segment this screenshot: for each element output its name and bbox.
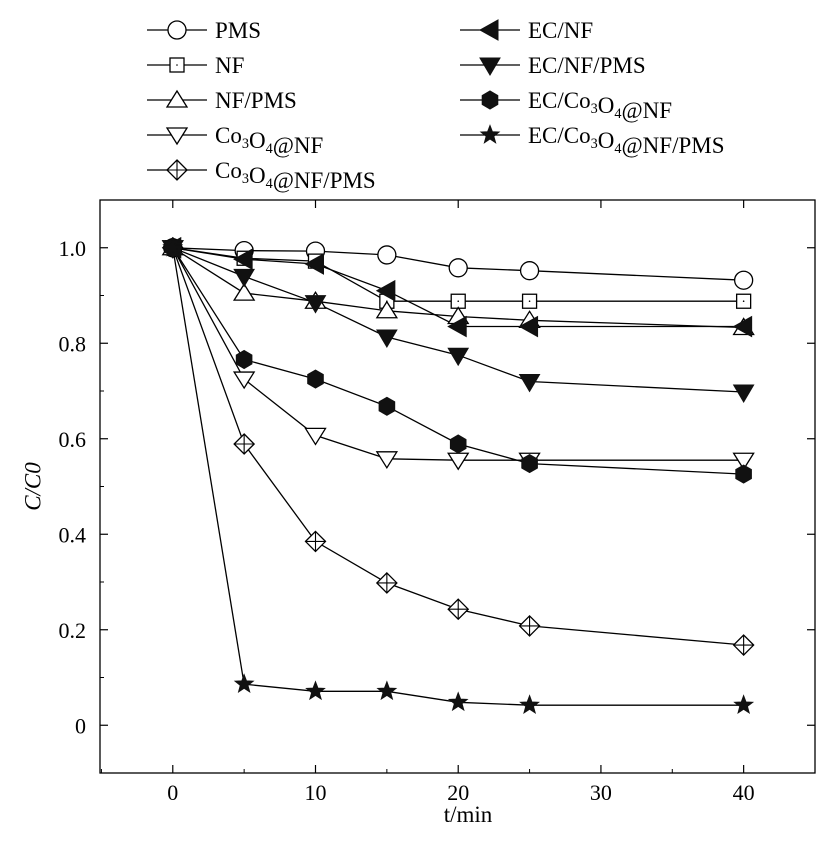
data-point-cross xyxy=(234,434,255,455)
data-point xyxy=(233,673,255,694)
data-point xyxy=(732,384,755,403)
legend-label: EC/NF/PMS xyxy=(528,53,646,78)
x-tick-label: 0 xyxy=(167,780,178,805)
legend-label: PMS xyxy=(215,18,261,43)
data-point xyxy=(304,295,327,314)
data-point xyxy=(518,373,541,393)
legend-marker xyxy=(165,127,189,146)
data-point xyxy=(449,434,467,454)
data-point xyxy=(447,315,467,338)
data-point xyxy=(232,282,256,301)
data-point xyxy=(305,680,326,701)
data-point-dot xyxy=(528,300,531,303)
legend-marker xyxy=(167,20,187,40)
x-tick-label: 10 xyxy=(304,780,326,805)
y-tick-label: 0.6 xyxy=(59,427,87,452)
data-point xyxy=(733,270,754,290)
data-point xyxy=(233,248,253,271)
data-point xyxy=(375,451,399,470)
data-point xyxy=(377,245,397,265)
x-tick-label: 20 xyxy=(447,780,469,805)
data-point xyxy=(235,349,253,370)
x-tick-label: 30 xyxy=(590,780,612,805)
legend-marker xyxy=(165,89,189,108)
legend-marker xyxy=(479,57,501,76)
data-point xyxy=(233,268,256,288)
data-point xyxy=(448,258,468,278)
data-point xyxy=(521,454,538,474)
data-point xyxy=(732,315,753,338)
legend-marker xyxy=(481,90,499,110)
data-point xyxy=(375,279,396,302)
y-tick-label: 0 xyxy=(75,713,86,738)
data-point xyxy=(447,347,470,367)
data-point xyxy=(376,680,398,701)
y-tick-label: 1.0 xyxy=(59,236,87,261)
data-point xyxy=(733,694,755,715)
legend-label: EC/Co3O4@NF xyxy=(528,88,672,123)
legend-marker-dot xyxy=(176,64,178,66)
series-markers xyxy=(164,238,752,484)
data-point xyxy=(447,452,470,471)
data-point xyxy=(375,329,398,349)
data-point-cross xyxy=(448,599,469,620)
data-point xyxy=(519,694,540,715)
data-point xyxy=(307,369,324,389)
y-tick-label: 0.4 xyxy=(59,522,87,547)
data-point-dot xyxy=(457,300,460,303)
series-markers xyxy=(162,236,755,715)
x-tick-label: 40 xyxy=(733,780,755,805)
data-point xyxy=(162,236,184,257)
data-point xyxy=(735,464,752,484)
data-point xyxy=(375,300,399,319)
legend-label: Co3O4@NF xyxy=(215,123,323,158)
data-point-cross xyxy=(519,615,540,636)
legend-marker-cross xyxy=(167,160,187,180)
data-point-cross xyxy=(305,531,326,552)
legend-marker xyxy=(478,19,499,41)
y-axis-label: C/C0 xyxy=(20,462,46,511)
data-point-dot xyxy=(742,300,745,303)
data-point xyxy=(518,315,539,338)
data-point xyxy=(232,371,256,390)
data-point xyxy=(519,261,540,281)
y-tick-label: 0.8 xyxy=(59,331,87,356)
data-point xyxy=(304,253,324,275)
legend-label: NF/PMS xyxy=(215,88,297,113)
legend-marker xyxy=(479,124,501,144)
data-point xyxy=(378,396,396,416)
legend-label: EC/NF xyxy=(528,18,593,43)
x-axis-label: t/min xyxy=(443,802,493,827)
series-markers xyxy=(161,236,755,656)
data-point xyxy=(732,452,755,471)
data-point-cross xyxy=(733,635,754,656)
series-markers xyxy=(161,236,753,338)
y-tick-label: 0.2 xyxy=(59,618,87,643)
legend-label: Co3O4@NF/PMS xyxy=(215,158,376,193)
plot-frame xyxy=(99,199,816,774)
data-point xyxy=(447,691,469,712)
data-point xyxy=(304,427,327,446)
data-point-cross xyxy=(376,572,397,593)
legend-label: EC/Co3O4@NF/PMS xyxy=(528,123,725,158)
legend-label: NF xyxy=(215,53,244,78)
